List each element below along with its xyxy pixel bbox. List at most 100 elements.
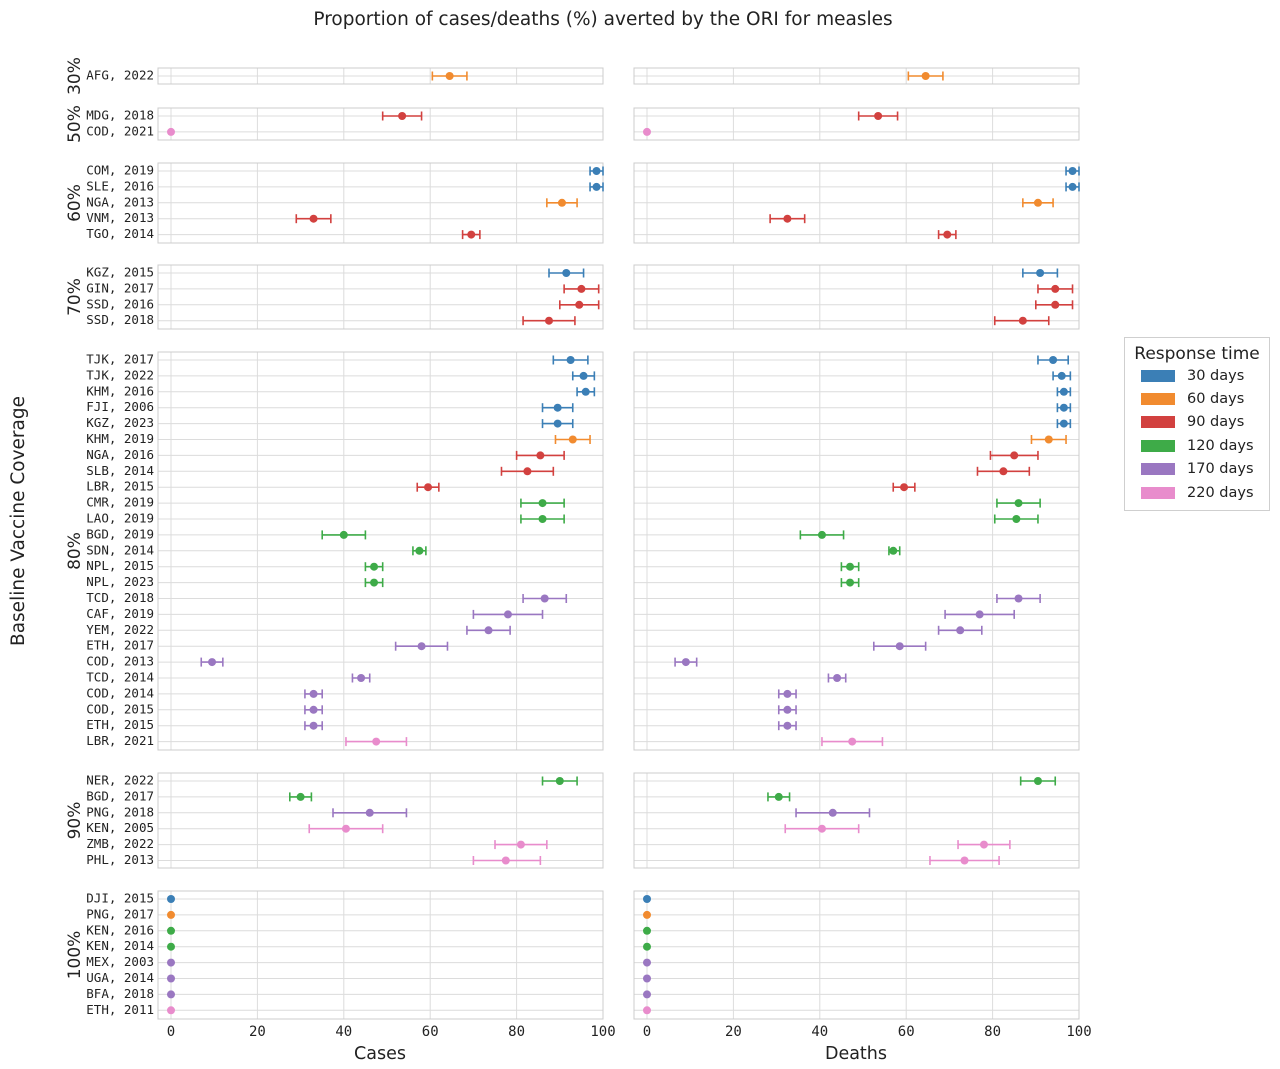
panel-frame	[157, 67, 604, 85]
data-point	[372, 737, 381, 746]
panel-frame	[157, 772, 604, 869]
legend-title: Response time	[1134, 344, 1260, 364]
row-label: ETH, 2011	[86, 1002, 154, 1017]
x-tick-label: 20	[725, 1024, 742, 1040]
data-point	[370, 562, 379, 571]
data-point	[1068, 182, 1077, 191]
x-tick-label: 100	[1066, 1024, 1091, 1040]
data-point	[643, 127, 651, 136]
panel-frame	[633, 890, 1080, 1020]
data-point	[553, 403, 562, 412]
x-axis-cases: 0 20 40 60 80 100 Cases	[167, 1024, 616, 1064]
legend-label: 170 days	[1187, 461, 1254, 478]
legend-label: 60 days	[1187, 391, 1245, 408]
x-tick-label: 0	[167, 1024, 175, 1040]
data-point	[889, 546, 898, 555]
panel-cases	[157, 351, 604, 751]
panel-frame	[633, 264, 1080, 330]
row-label: SSD, 2016	[86, 296, 154, 311]
data-point	[1014, 499, 1023, 508]
data-point	[783, 214, 792, 223]
data-point	[339, 530, 348, 539]
legend-item: 220 days	[1125, 481, 1269, 504]
x-axis-deaths: 0 20 40 60 80 100 Deaths	[643, 1024, 1092, 1064]
data-point	[643, 990, 651, 999]
panel-frame	[633, 772, 1080, 869]
panel-frame	[157, 890, 604, 1020]
row-label: CAF, 2019	[86, 606, 154, 621]
row-label: PHL, 2013	[86, 852, 154, 867]
data-point	[575, 300, 584, 309]
data-point	[960, 856, 969, 865]
row-label: AFG, 2022	[86, 68, 154, 83]
data-point	[921, 72, 930, 80]
data-point	[424, 483, 433, 492]
data-point	[1044, 435, 1053, 444]
data-point	[167, 895, 175, 903]
data-point	[848, 737, 857, 746]
data-point	[568, 435, 577, 444]
data-point	[309, 705, 318, 714]
row-label: UGA, 2014	[86, 970, 154, 985]
row-label: SDN, 2014	[86, 542, 154, 557]
data-point	[484, 626, 493, 635]
data-point	[167, 958, 175, 967]
row-label: TCD, 2018	[86, 590, 154, 605]
x-tick-label: 60	[898, 1024, 915, 1040]
x-axis-label: Deaths	[825, 1044, 887, 1064]
data-point	[874, 112, 883, 120]
data-point	[828, 808, 837, 817]
data-point	[1059, 387, 1068, 396]
x-tick-label: 40	[811, 1024, 828, 1040]
x-tick-label: 80	[508, 1024, 525, 1040]
panel-cases	[157, 107, 604, 141]
data-point	[643, 1006, 651, 1015]
coverage-label: 90%	[65, 802, 85, 840]
data-point	[167, 910, 175, 919]
panel-deaths	[633, 67, 1080, 85]
data-point	[415, 546, 424, 555]
legend-label: 30 days	[1187, 367, 1245, 384]
data-point	[167, 974, 175, 983]
data-point	[783, 689, 792, 698]
legend-swatch	[1141, 439, 1175, 452]
data-point	[1059, 403, 1068, 412]
row-label: VNM, 2013	[86, 210, 154, 225]
panel-cases	[157, 264, 604, 330]
row-label: KEN, 2005	[86, 820, 154, 835]
row-label: LBR, 2015	[86, 479, 154, 494]
data-point	[943, 230, 952, 239]
data-point	[1033, 777, 1042, 785]
data-point	[555, 777, 564, 785]
data-point	[577, 284, 586, 293]
row-label: KGZ, 2023	[86, 415, 154, 430]
panel-frame	[157, 351, 604, 751]
data-point	[309, 721, 318, 730]
data-point	[817, 530, 826, 539]
data-point	[538, 499, 547, 508]
data-point	[833, 674, 842, 682]
chart-legend: Response time 30 days 60 days 90 days 120 d…	[1124, 337, 1270, 511]
legend-label: 90 days	[1187, 414, 1245, 431]
panel-cases	[157, 772, 604, 869]
data-point	[538, 515, 547, 523]
data-point	[643, 974, 651, 983]
data-point	[1012, 515, 1021, 523]
legend-swatch	[1141, 486, 1175, 499]
data-point	[774, 792, 783, 801]
coverage-label: 60%	[65, 184, 85, 222]
panel-deaths	[633, 890, 1080, 1020]
data-point	[167, 990, 175, 999]
data-point	[1014, 594, 1023, 603]
x-tick-label: 60	[422, 1024, 439, 1040]
data-point	[357, 674, 366, 682]
row-label: MEX, 2003	[86, 954, 154, 969]
row-label: TJK, 2017	[86, 352, 154, 367]
row-label: ZMB, 2022	[86, 836, 154, 851]
data-point	[846, 578, 855, 587]
coverage-label: 50%	[65, 105, 85, 143]
data-point	[579, 371, 588, 380]
